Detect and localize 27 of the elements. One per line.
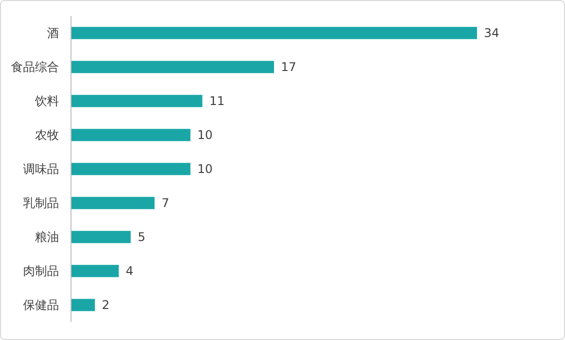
bar	[71, 94, 202, 108]
y-tick-label: 饮料	[34, 94, 59, 108]
bar	[71, 264, 119, 278]
y-tick-label: 保健品	[23, 298, 59, 312]
y-tick-label: 肉制品	[23, 264, 59, 278]
bar	[71, 60, 274, 74]
bar	[71, 26, 477, 40]
bar	[71, 298, 95, 312]
bar	[71, 162, 190, 176]
data-label: 10	[197, 128, 213, 142]
y-tick-label: 乳制品	[23, 196, 59, 210]
data-label: 5	[138, 230, 146, 244]
y-tick-label: 调味品	[23, 162, 59, 176]
y-tick-label: 食品综合	[11, 60, 59, 74]
data-label: 10	[197, 162, 213, 176]
data-label: 17	[281, 60, 296, 74]
bar	[71, 230, 131, 244]
bar	[71, 128, 190, 142]
y-tick-label: 农牧	[35, 128, 59, 142]
y-tick-label: 酒	[47, 26, 59, 40]
data-label: 7	[162, 196, 170, 210]
y-tick-label: 粮油	[35, 230, 59, 244]
data-label: 2	[102, 298, 110, 312]
data-label: 4	[126, 264, 134, 278]
data-label: 34	[484, 26, 500, 40]
data-label: 11	[209, 94, 225, 108]
bar	[71, 196, 155, 210]
